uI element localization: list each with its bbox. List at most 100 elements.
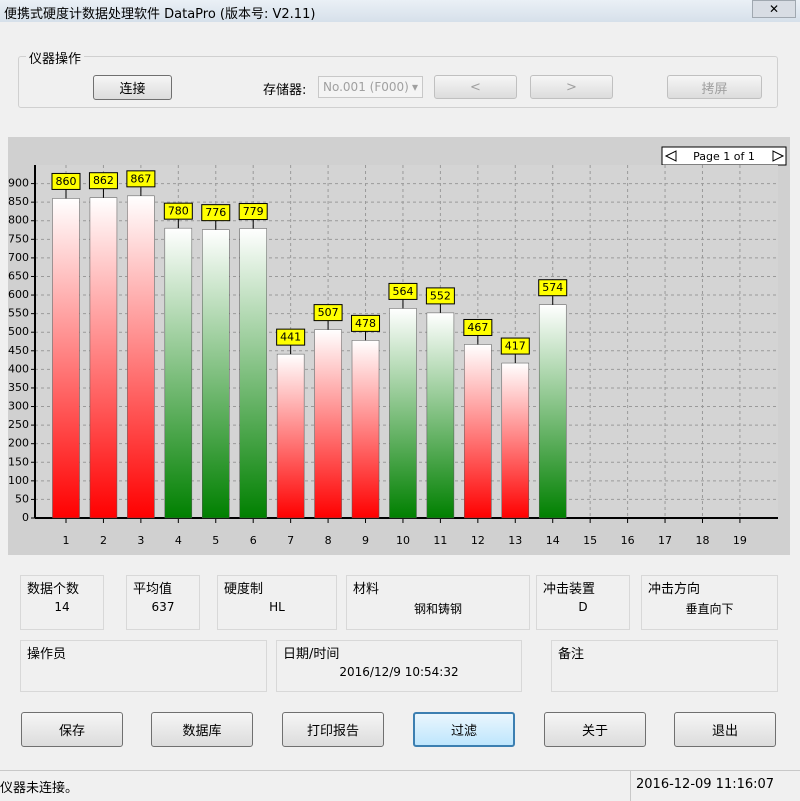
value-label: 564	[392, 285, 413, 298]
close-button[interactable]: ✕	[752, 0, 796, 18]
direction-field: 冲击方向垂直向下	[641, 575, 778, 630]
value-label: 779	[243, 205, 264, 218]
status-message: 仪器未连接。	[0, 781, 79, 796]
material-field: 材料 钢和铸钢	[346, 575, 530, 630]
datetime-label: 日期/时间	[283, 647, 340, 662]
value-label: 552	[430, 289, 451, 302]
y-tick-label: 50	[15, 492, 29, 505]
connect-button[interactable]: 连接	[93, 75, 172, 100]
x-tick-label: 7	[287, 534, 294, 547]
device-value: D	[578, 600, 588, 614]
scale-label: 硬度制	[224, 582, 264, 597]
bar	[276, 353, 305, 519]
x-tick-label: 15	[583, 534, 597, 547]
x-tick-label: 11	[433, 534, 447, 547]
value-label: 867	[130, 172, 151, 185]
bar	[351, 340, 380, 519]
value-label-box	[126, 170, 156, 188]
y-tick-label: 500	[8, 325, 29, 338]
pager[interactable]: Page 1 of 1	[661, 146, 787, 166]
value-label: 574	[542, 281, 563, 294]
bar	[202, 229, 230, 519]
value-label-box	[425, 287, 455, 305]
value-label: 478	[355, 317, 376, 330]
status-clock: 2016-12-09 11:16:07	[636, 777, 775, 792]
action-button[interactable]: 退出	[674, 712, 776, 747]
x-tick-label: 5	[212, 534, 219, 547]
x-tick-label: 3	[137, 534, 144, 547]
next-button[interactable]: >	[530, 75, 613, 99]
y-tick-label: 300	[8, 400, 29, 413]
pager-prev[interactable]	[664, 150, 677, 162]
y-tick-label: 450	[8, 344, 29, 357]
y-tick-label: 250	[8, 418, 29, 431]
storage-value: No.001 (F000)	[323, 80, 409, 94]
bar	[239, 228, 267, 519]
value-label: 467	[467, 321, 488, 334]
mean-label: 平均值	[133, 582, 173, 597]
count-value: 14	[54, 600, 70, 614]
datetime-value: 2016/12/9 10:54:32	[339, 665, 459, 679]
bar	[314, 329, 342, 519]
action-button[interactable]: 数据库	[151, 712, 253, 747]
storage-select[interactable]: No.001 (F000) ▾	[318, 76, 423, 98]
value-label: 507	[318, 306, 339, 319]
x-tick-label: 18	[695, 534, 709, 547]
x-tick-label: 6	[250, 534, 257, 547]
bar	[164, 227, 193, 519]
value-label-box	[538, 279, 568, 297]
x-tick-label: 17	[658, 534, 672, 547]
screenshot-button[interactable]: 拷屏	[667, 75, 762, 99]
value-label-box	[313, 304, 343, 322]
action-button[interactable]: 保存	[21, 712, 123, 747]
prev-button[interactable]: <	[434, 75, 517, 99]
bar	[538, 304, 567, 519]
status-divider	[630, 771, 631, 801]
title-bar: 便携式硬度计数据处理软件 DataPro (版本号: V2.11) ✕	[0, 0, 800, 22]
value-label-box	[51, 172, 81, 190]
bar	[127, 195, 155, 519]
x-tick-label: 19	[733, 534, 747, 547]
y-tick-label: 900	[8, 177, 29, 190]
y-tick-label: 600	[8, 288, 29, 301]
action-button[interactable]: 关于	[544, 712, 646, 747]
mean-value: 637	[151, 600, 175, 614]
direction-label: 冲击方向	[648, 582, 701, 597]
value-label-box	[351, 314, 381, 332]
remark-field: 备注	[551, 640, 778, 692]
x-tick-label: 8	[325, 534, 332, 547]
y-tick-label: 800	[8, 214, 29, 227]
action-button[interactable]: 打印报告	[282, 712, 384, 747]
y-tick-label: 200	[8, 437, 29, 450]
action-button[interactable]: 过滤	[413, 712, 515, 747]
direction-value: 垂直向下	[685, 602, 734, 616]
value-label-box	[238, 203, 268, 221]
pager-next[interactable]	[772, 150, 785, 162]
value-label: 860	[56, 175, 77, 188]
value-label-box	[500, 337, 530, 355]
x-tick-label: 1	[63, 534, 70, 547]
value-label: 417	[505, 340, 526, 353]
value-label: 862	[93, 174, 114, 187]
device-field: 冲击装置 D	[536, 575, 630, 630]
x-tick-label: 9	[362, 534, 369, 547]
pager-text: Page 1 of 1	[693, 150, 755, 163]
scale-value: HL	[269, 600, 285, 614]
bar	[389, 308, 417, 519]
value-label: 776	[205, 206, 226, 219]
chart: Page 1 of 1 0 50 100 150 200 250 300 350 400 450 5…	[8, 137, 790, 555]
x-tick-label: 16	[621, 534, 635, 547]
x-tick-label: 14	[546, 534, 560, 547]
device-label: 冲击装置	[543, 582, 596, 597]
group-title: 仪器操作	[26, 48, 85, 67]
operator-label: 操作员	[27, 647, 67, 662]
status-bar: 仪器未连接。 2016-12-09 11:16:07	[0, 770, 800, 801]
storage-label: 存储器:	[263, 83, 307, 98]
y-tick-label: 650	[8, 269, 29, 282]
value-label-box	[88, 172, 118, 190]
datetime-field: 日期/时间 2016/12/9 10:54:32	[276, 640, 522, 692]
y-tick-label: 150	[8, 455, 29, 468]
count-label: 数据个数	[27, 582, 80, 597]
y-tick-label: 0	[22, 511, 29, 524]
